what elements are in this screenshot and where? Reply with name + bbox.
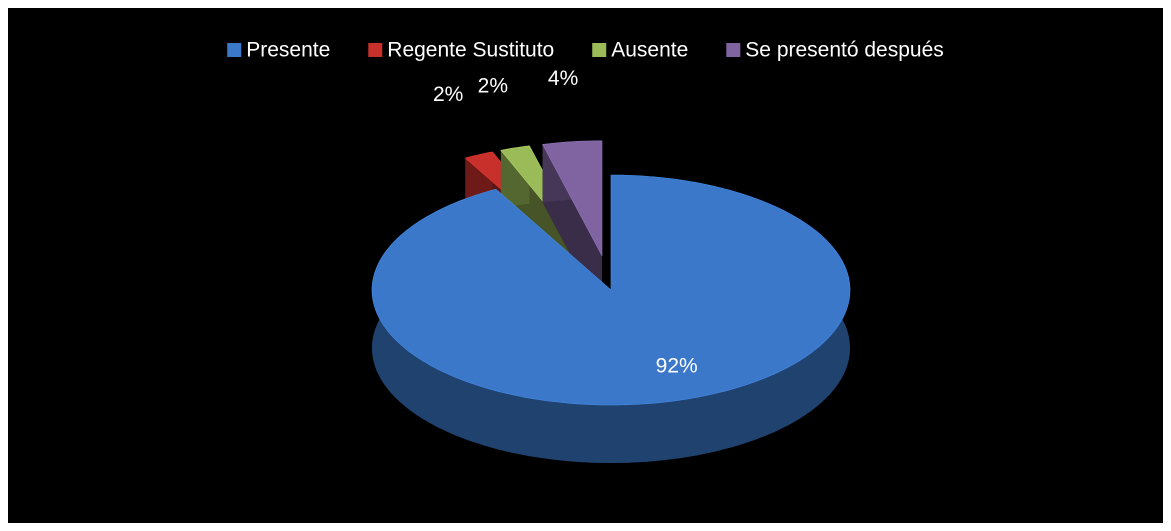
slice-top [542, 140, 603, 256]
legend-label: Se presentó después [745, 39, 943, 62]
legend: Presente Regente Sustituto Ausente Se prese… [227, 39, 944, 62]
legend-swatch [592, 43, 607, 57]
slice [371, 174, 851, 463]
legend-swatch [368, 43, 383, 57]
slice-top [371, 174, 851, 406]
data-label: 4% [548, 67, 578, 90]
data-label: 2% [433, 83, 463, 106]
legend-label: Ausente [611, 39, 688, 62]
legend-label: Presente [246, 39, 330, 62]
data-label: 92% [656, 354, 698, 377]
data-label: 2% [478, 75, 508, 98]
legend-swatch [227, 43, 242, 57]
legend-swatch [726, 43, 741, 57]
legend-label: Regente Sustituto [387, 39, 554, 62]
